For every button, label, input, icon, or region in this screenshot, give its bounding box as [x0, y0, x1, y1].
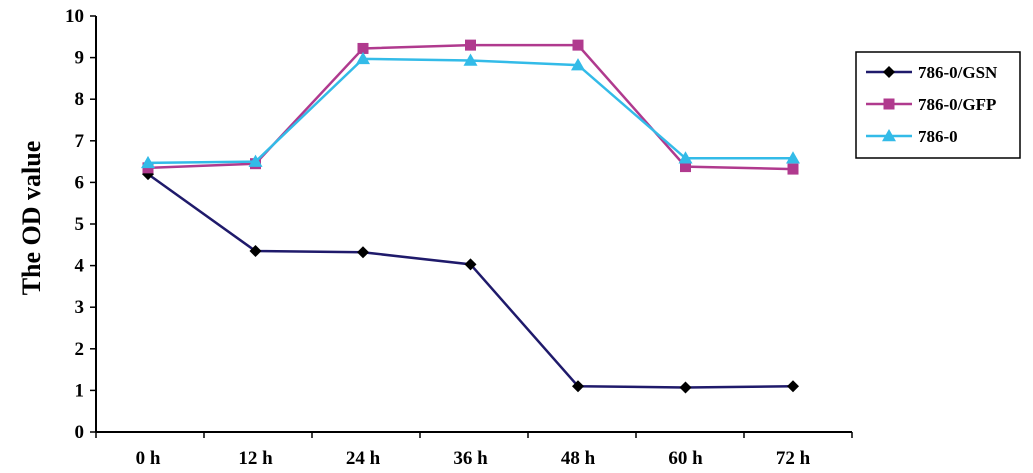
- legend-marker: [883, 98, 895, 110]
- data-point-marker: [572, 39, 584, 51]
- y-tick-label: 7: [75, 131, 85, 152]
- legend-marker: [882, 129, 896, 142]
- data-point-marker: [786, 151, 800, 164]
- y-tick-label: 2: [75, 339, 85, 360]
- legend: 786-0/GSN 786-0/GFP 786-0: [855, 51, 1021, 159]
- data-point-marker: [787, 163, 799, 175]
- data-point-marker: [248, 154, 263, 167]
- data-point-marker: [787, 380, 799, 393]
- series-2: [141, 51, 800, 169]
- data-point-marker: [571, 58, 585, 71]
- y-tick-label: 5: [75, 214, 85, 235]
- y-tick-label: 8: [75, 89, 85, 110]
- legend-label: 786-0/GFP: [918, 95, 996, 114]
- y-tick-label: 3: [75, 297, 85, 318]
- y-ticks: 0 1 2 3 4 5 6 7 8 9 10: [65, 6, 96, 443]
- x-tick-label: 36 h: [453, 448, 488, 469]
- legend-marker: [883, 66, 895, 78]
- y-tick-label: 1: [75, 380, 85, 401]
- series-layer: [141, 39, 800, 394]
- x-tick-label: 48 h: [561, 448, 596, 469]
- y-tick-label: 6: [75, 172, 85, 193]
- data-point-marker: [463, 53, 478, 66]
- x-tick-label: 60 h: [668, 448, 703, 469]
- x-ticks: 0 h 12 h 24 h 36 h 48 h 60 h 72 h: [95, 432, 853, 469]
- data-point-marker: [141, 155, 155, 169]
- y-tick-label: 4: [75, 256, 85, 277]
- series-line: [147, 57, 793, 165]
- axes: [95, 16, 852, 433]
- y-tick-label: 9: [75, 48, 85, 69]
- data-point-marker: [465, 39, 476, 51]
- x-tick-label: 24 h: [346, 448, 381, 469]
- data-point-marker: [356, 51, 370, 65]
- data-point-marker: [680, 161, 691, 173]
- data-point-marker: [679, 381, 692, 394]
- x-tick-label: 72 h: [776, 448, 811, 469]
- legend-label: 786-0: [918, 127, 958, 146]
- data-point-marker: [357, 42, 369, 54]
- y-tick-label: 10: [65, 6, 84, 27]
- data-point-marker: [678, 151, 693, 164]
- data-point-marker: [357, 246, 369, 259]
- y-tick-label: 0: [75, 422, 85, 443]
- data-point-marker: [249, 245, 262, 258]
- y-axis-label: The OD value: [17, 141, 46, 296]
- series-line: [147, 173, 794, 389]
- legend-label: 786-0/GSN: [918, 63, 998, 82]
- series-0: [142, 168, 799, 394]
- data-point-marker: [572, 380, 584, 393]
- x-tick-label: 12 h: [238, 448, 273, 469]
- x-tick-label: 0 h: [136, 448, 161, 469]
- data-point-marker: [464, 258, 477, 271]
